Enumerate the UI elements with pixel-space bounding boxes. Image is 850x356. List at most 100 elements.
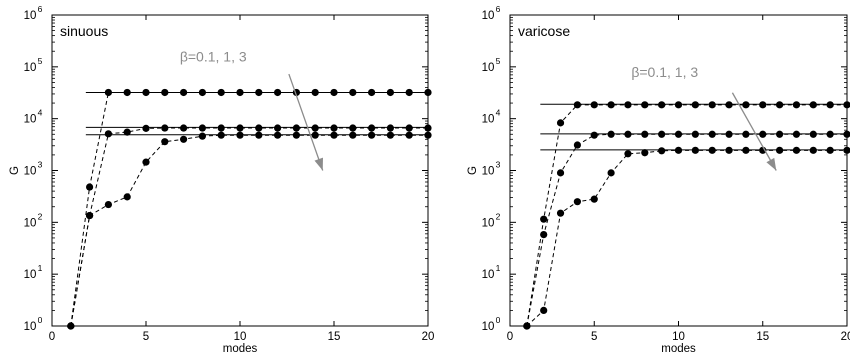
- data-point: [236, 88, 244, 97]
- data-point: [843, 101, 850, 109]
- chart-panel-sinuous: 0 5 10 15 20100101102103104105106modesGsinuo…: [9, 4, 434, 355]
- data-point: [180, 124, 188, 132]
- data-point: [843, 146, 850, 154]
- data-point: [424, 124, 432, 132]
- y-tick-label: 10: [482, 10, 495, 22]
- data-point: [826, 130, 834, 138]
- data-point: [349, 131, 357, 139]
- data-point: [292, 131, 300, 139]
- y-tick-label-exponent: 5: [38, 56, 43, 66]
- series-line: [70, 127, 428, 327]
- data-point: [708, 101, 716, 109]
- x-tick-label: 5: [143, 331, 149, 343]
- y-tick-label-exponent: 4: [38, 108, 43, 118]
- data-point: [386, 88, 394, 97]
- data-point: [349, 124, 357, 132]
- data-point: [86, 211, 94, 220]
- y-tick-label-exponent: 3: [496, 160, 501, 170]
- annotation-label: β=0.1, 1, 3: [180, 49, 247, 65]
- data-point: [236, 131, 244, 139]
- annotation-arrow-head: [314, 157, 323, 171]
- y-tick-label-exponent: 3: [38, 160, 43, 170]
- data-point: [424, 88, 432, 97]
- series-1: [67, 88, 432, 330]
- data-point: [776, 101, 784, 109]
- data-point: [742, 130, 750, 138]
- data-point: [349, 88, 357, 97]
- data-point: [311, 88, 319, 97]
- data-point: [180, 88, 188, 97]
- data-point: [826, 146, 834, 154]
- y-tick-label: 10: [24, 217, 37, 229]
- data-point: [386, 124, 394, 132]
- y-tick-label: 10: [24, 62, 37, 74]
- series-line: [70, 134, 428, 327]
- y-tick-label-exponent: 4: [496, 108, 501, 118]
- data-point: [725, 101, 733, 109]
- y-tick-label-exponent: 1: [496, 263, 501, 273]
- panel-title: sinuous: [60, 23, 108, 39]
- data-point: [556, 119, 565, 127]
- y-tick-label: 10: [24, 166, 37, 178]
- data-point: [67, 322, 75, 330]
- data-point: [742, 101, 750, 109]
- y-tick-label: 10: [482, 166, 495, 178]
- data-point: [368, 131, 376, 139]
- y-tick-label: 10: [482, 321, 495, 333]
- data-point: [405, 131, 413, 139]
- data-point: [217, 131, 225, 139]
- series-line: [526, 104, 847, 327]
- series-line: [526, 149, 847, 327]
- data-point: [674, 101, 683, 109]
- x-tick-label: 10: [672, 331, 685, 343]
- data-point: [691, 130, 699, 138]
- data-point: [142, 124, 150, 132]
- data-point: [691, 146, 699, 154]
- data-point: [573, 141, 582, 149]
- data-point: [809, 146, 817, 154]
- x-tick-label: 15: [756, 331, 769, 343]
- data-point: [725, 130, 733, 138]
- x-tick-label: 0: [507, 331, 513, 343]
- data-point: [573, 101, 582, 109]
- x-tick-label: 5: [591, 331, 597, 343]
- data-point: [104, 130, 112, 138]
- data-point: [180, 135, 188, 143]
- panel-title: varicose: [518, 23, 570, 39]
- y-tick-label-exponent: 2: [496, 211, 501, 221]
- data-point: [255, 124, 263, 132]
- annotation-arrow-shaft: [288, 73, 324, 171]
- x-tick-label: 20: [841, 331, 850, 343]
- y-tick-label-exponent: 5: [496, 56, 501, 66]
- series-2: [523, 130, 850, 330]
- series-3: [67, 131, 432, 330]
- x-tick-label: 0: [49, 331, 55, 343]
- data-point: [104, 200, 112, 209]
- data-point: [826, 101, 834, 109]
- data-point: [708, 130, 716, 138]
- data-point: [590, 195, 598, 203]
- data-point: [405, 124, 413, 132]
- data-point: [255, 88, 263, 97]
- data-point: [759, 101, 767, 109]
- data-point: [123, 88, 131, 97]
- data-point: [540, 215, 548, 223]
- chart-panel-varicose: 05101520100101102103104105106modesGvaric…: [467, 4, 850, 355]
- series-2: [67, 124, 432, 330]
- data-point: [368, 88, 376, 97]
- data-point: [142, 158, 150, 166]
- data-point: [236, 124, 244, 132]
- data-point: [255, 131, 263, 139]
- data-point: [330, 131, 338, 139]
- data-point: [590, 101, 598, 109]
- data-point: [776, 130, 784, 138]
- data-point: [607, 169, 615, 177]
- y-tick-label: 10: [482, 62, 495, 74]
- data-point: [624, 130, 632, 138]
- y-tick-label: 10: [482, 217, 495, 229]
- x-tick-label: 20: [422, 331, 435, 343]
- data-point: [217, 88, 225, 97]
- data-point: [274, 124, 282, 132]
- data-point: [386, 131, 394, 139]
